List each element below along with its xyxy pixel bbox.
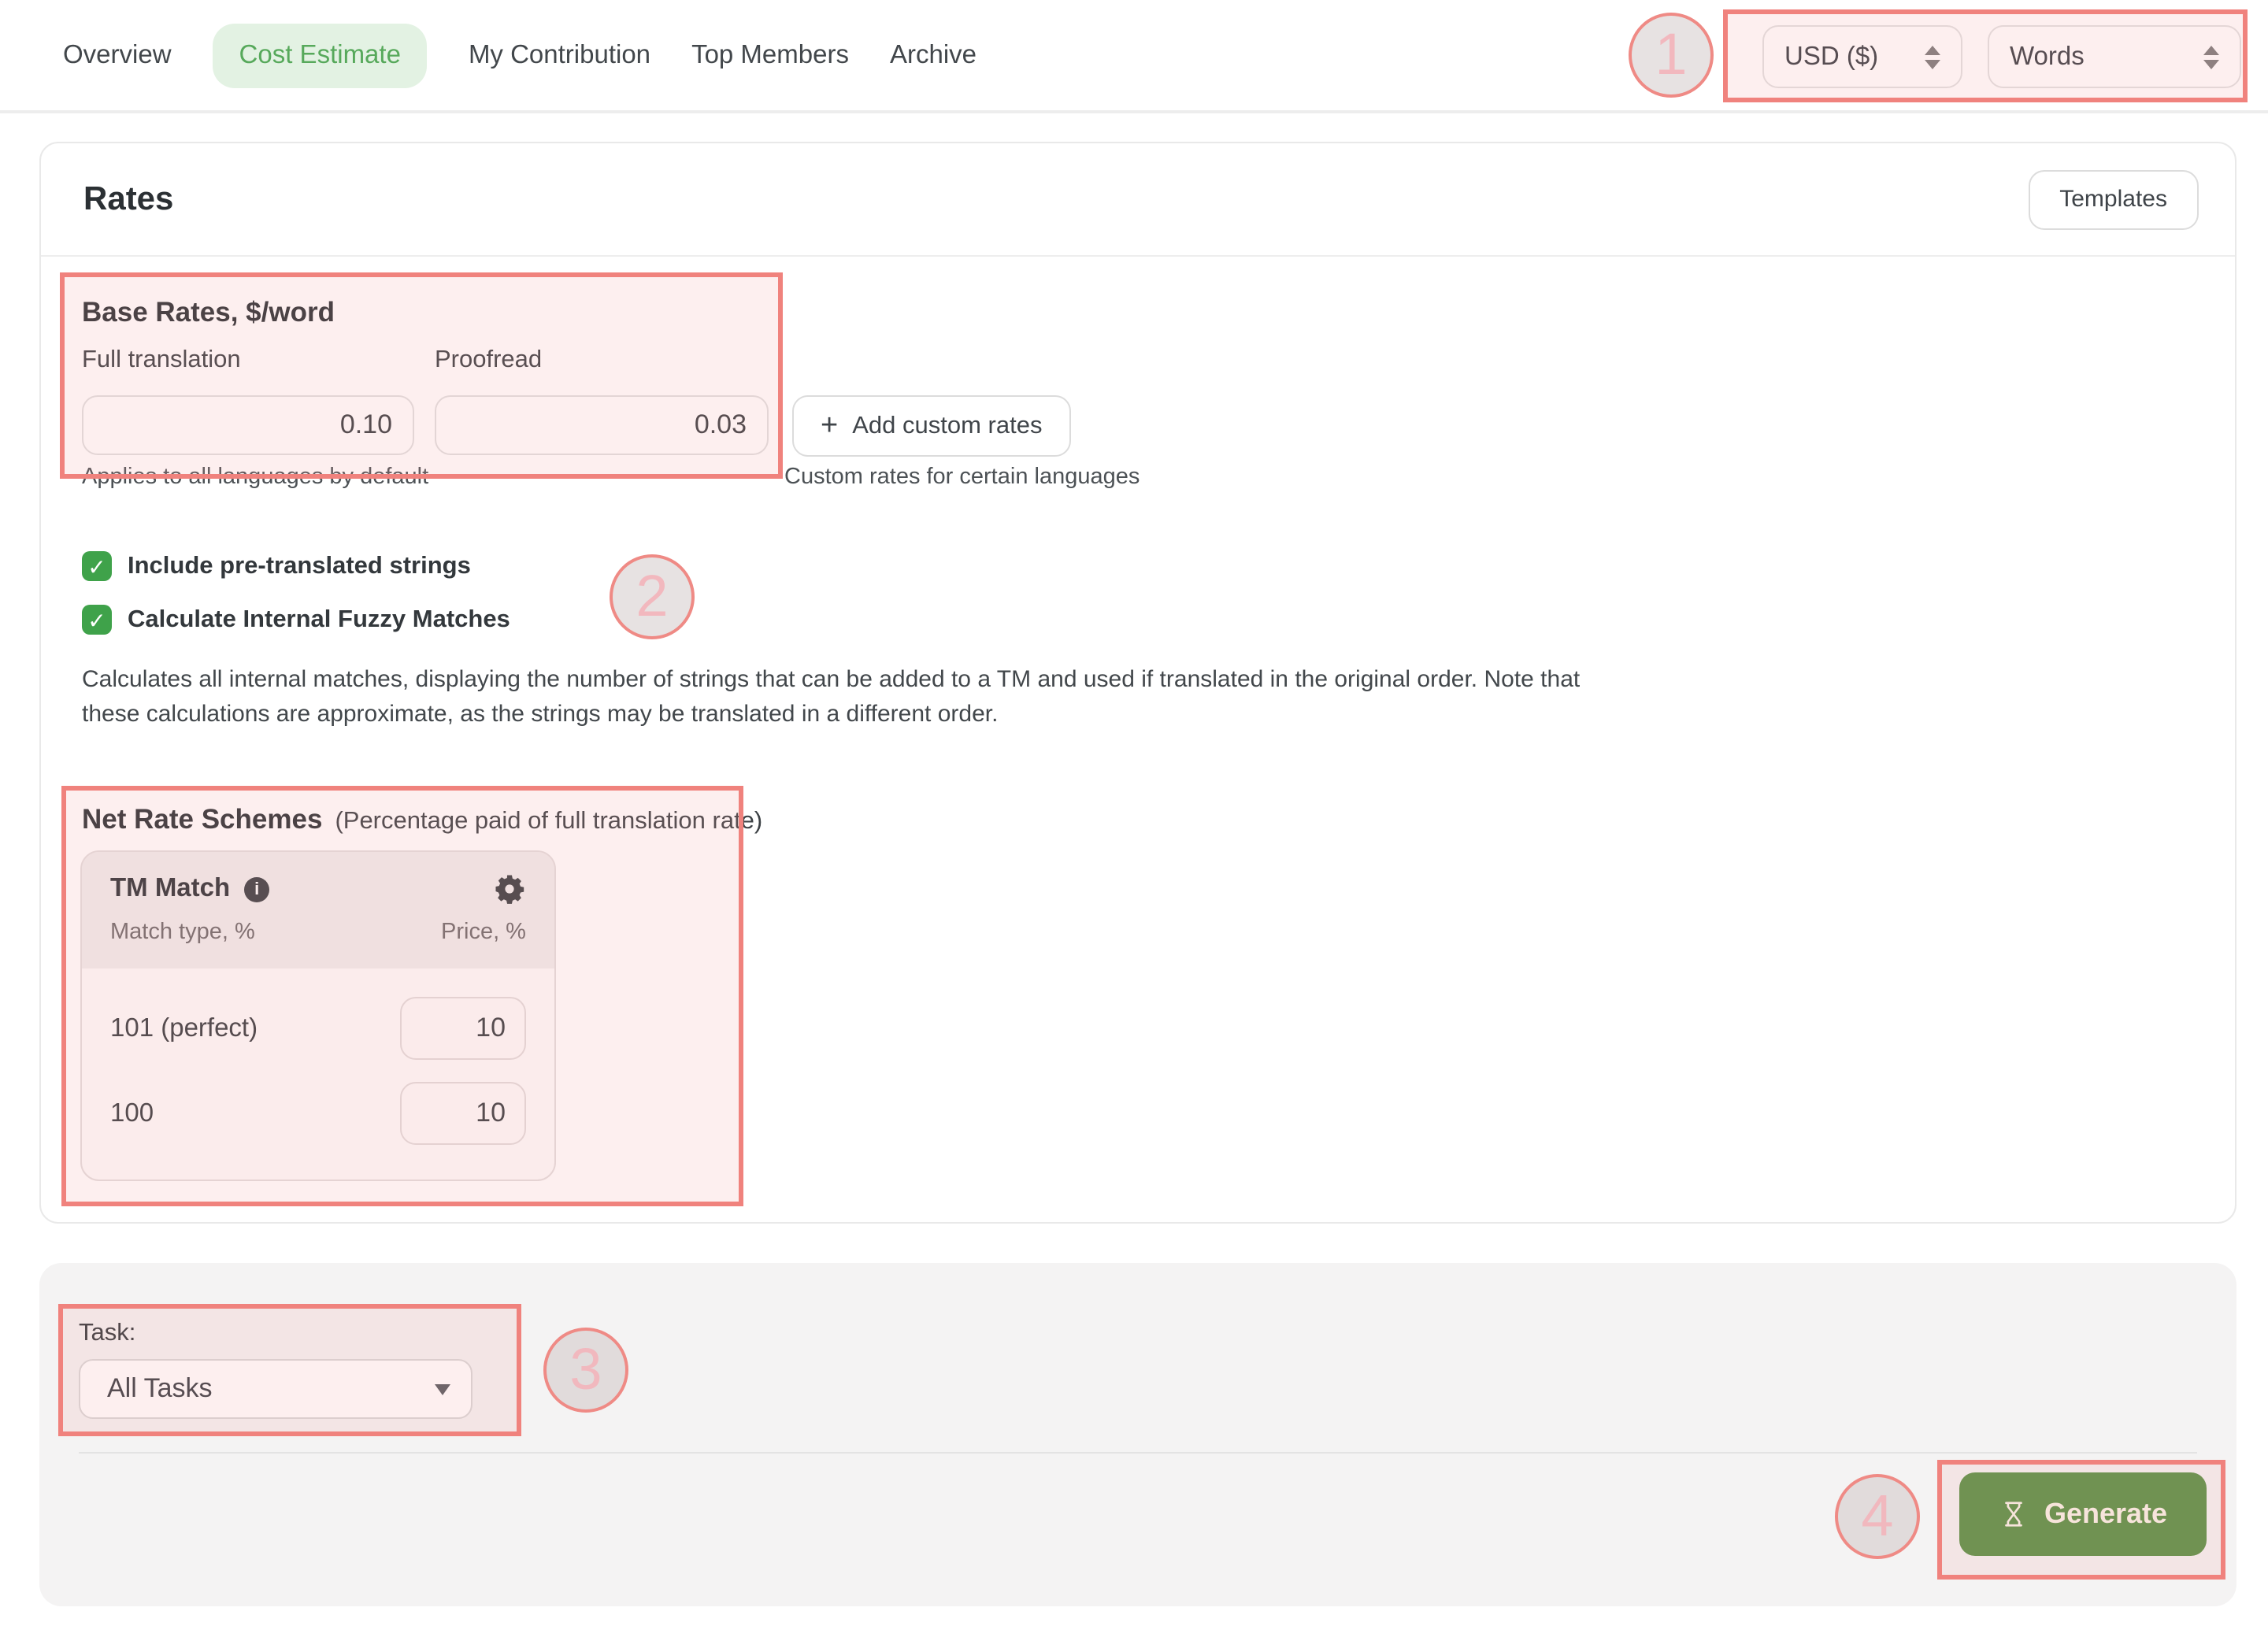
full-translation-label: Full translation — [82, 346, 241, 373]
rates-card-header: Rates Templates — [41, 143, 2235, 257]
full-translation-rate-input[interactable] — [82, 395, 414, 455]
generate-button[interactable]: Generate — [1959, 1472, 2207, 1556]
rates-card: Rates Templates Base Rates, $/word Full … — [39, 142, 2236, 1224]
net-rate-schemes-subheading: (Percentage paid of full translation rat… — [335, 808, 763, 835]
gear-icon[interactable] — [493, 872, 526, 906]
task-dropdown-value: All Tasks — [107, 1373, 213, 1403]
match-type-column-label: Match type, % — [110, 920, 255, 945]
proofread-label: Proofread — [435, 346, 543, 373]
calculate-fuzzy-label: Calculate Internal Fuzzy Matches — [128, 606, 510, 632]
task-dropdown[interactable]: All Tasks — [79, 1359, 472, 1419]
net-rate-schemes-heading: Net Rate Schemes — [82, 803, 323, 835]
match-type-101-label: 101 (perfect) — [110, 1013, 258, 1042]
tab-overview[interactable]: Overview — [63, 40, 172, 69]
top-nav: Overview Cost Estimate My Contribution T… — [0, 0, 2268, 113]
units-dropdown-value: Words — [2010, 42, 2085, 70]
nav-dropdowns: USD ($) Words — [1762, 25, 2241, 88]
price-101-input[interactable] — [400, 997, 526, 1060]
base-rates-heading: Base Rates, $/word — [82, 296, 335, 328]
sort-caret-icon — [1925, 45, 1940, 69]
include-pretranslated-option[interactable]: ✓ Include pre-translated strings — [82, 551, 471, 581]
currency-dropdown[interactable]: USD ($) — [1762, 25, 1962, 88]
price-column-label: Price, % — [441, 920, 526, 945]
fuzzy-matches-note: Calculates all internal matches, display… — [82, 666, 1581, 727]
include-pretranslated-label: Include pre-translated strings — [128, 552, 471, 579]
check-icon: ✓ — [87, 607, 106, 632]
tm-match-card: TM Match i Match type, % Price, % — [80, 850, 556, 1181]
generate-button-label: Generate — [2044, 1498, 2168, 1529]
page-title: Rates — [83, 180, 174, 217]
calculate-fuzzy-option[interactable]: ✓ Calculate Internal Fuzzy Matches — [82, 605, 510, 635]
price-100-input[interactable] — [400, 1082, 526, 1145]
custom-rates-hint: Custom rates for certain languages — [784, 465, 1140, 490]
tab-archive[interactable]: Archive — [889, 40, 977, 69]
checkbox-checked-icon[interactable]: ✓ — [82, 605, 112, 635]
info-icon[interactable]: i — [244, 876, 270, 902]
base-rates-hint: Applies to all languages by default — [82, 465, 429, 490]
templates-button[interactable]: Templates — [2028, 169, 2199, 229]
tm-match-header: TM Match i Match type, % Price, % — [82, 852, 554, 968]
tm-match-body: 101 (perfect) 100 — [82, 968, 554, 1148]
sort-caret-icon — [2203, 45, 2219, 69]
add-custom-rates-button[interactable]: + Add custom rates — [792, 395, 1071, 457]
checkbox-checked-icon[interactable]: ✓ — [82, 551, 112, 581]
currency-dropdown-value: USD ($) — [1784, 42, 1879, 70]
footer-divider — [79, 1452, 2197, 1454]
task-label: Task: — [79, 1320, 136, 1346]
tab-my-contribution[interactable]: My Contribution — [468, 40, 651, 69]
nav-tabs: Overview Cost Estimate My Contribution T… — [63, 23, 976, 87]
generate-footer-card: Task: All Tasks Generate — [39, 1263, 2236, 1606]
proofread-rate-input[interactable] — [435, 395, 769, 455]
tm-match-title: TM Match — [110, 874, 231, 902]
chevron-down-icon — [435, 1383, 450, 1394]
table-row: 101 (perfect) — [110, 994, 526, 1063]
hourglass-icon — [1999, 1498, 2029, 1531]
add-custom-rates-label: Add custom rates — [852, 412, 1043, 439]
units-dropdown[interactable]: Words — [1988, 25, 2241, 88]
table-row: 100 — [110, 1079, 526, 1148]
check-icon: ✓ — [87, 554, 106, 579]
tab-top-members[interactable]: Top Members — [691, 40, 849, 69]
tab-cost-estimate[interactable]: Cost Estimate — [212, 23, 428, 87]
match-type-100-label: 100 — [110, 1098, 154, 1127]
plus-icon: + — [821, 409, 839, 443]
